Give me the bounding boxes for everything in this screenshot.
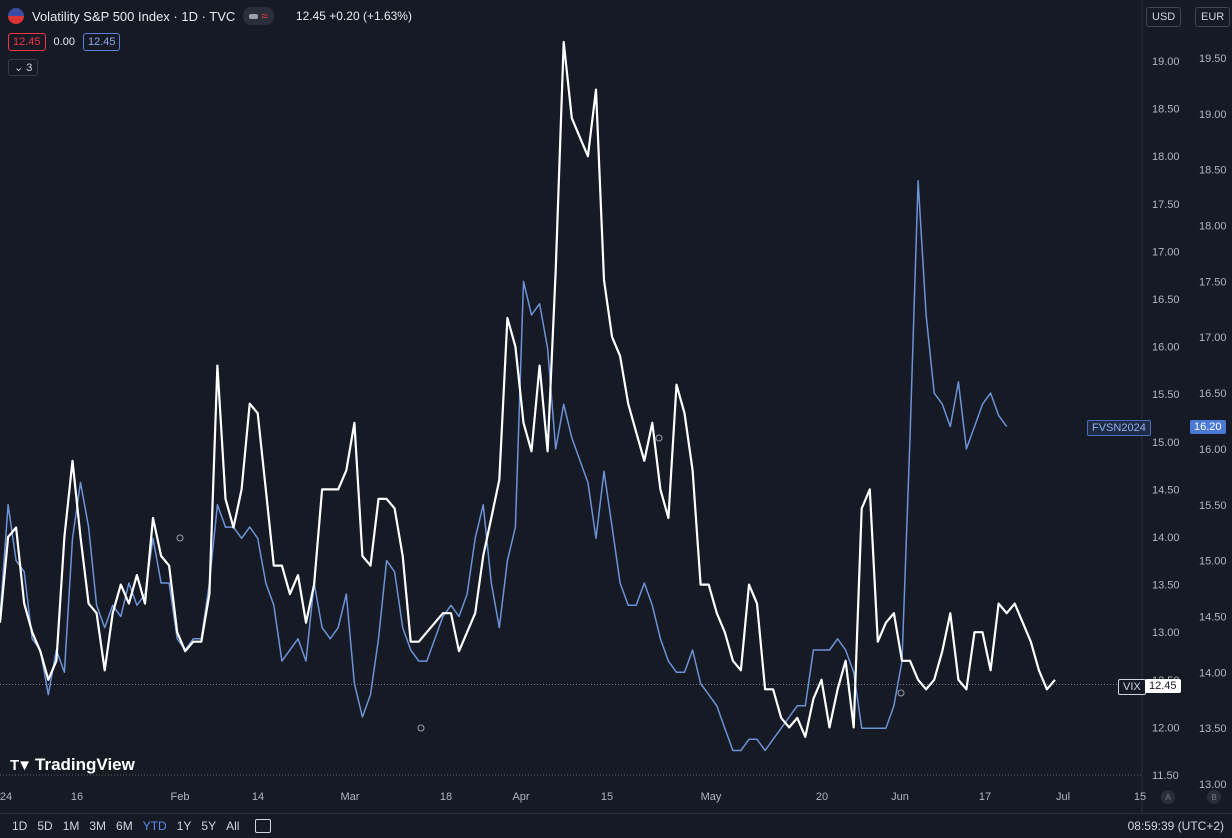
range-button-1d[interactable]: 1D <box>12 819 28 833</box>
wave-icon: ≈ <box>261 9 268 23</box>
x-axis-tick: May <box>701 791 722 803</box>
right-axis-tick: 15.50 <box>1199 500 1227 512</box>
fvsn-price-tag: 16.20 <box>1190 420 1226 434</box>
event-marker <box>655 434 663 442</box>
left-axis-tick: 18.00 <box>1152 151 1180 163</box>
left-axis-tick: 19.00 <box>1152 56 1180 68</box>
left-axis-tick: 14.50 <box>1152 484 1180 496</box>
right-axis-tick: 17.00 <box>1199 332 1227 344</box>
axis-mode-button <box>1161 790 1175 804</box>
left-axis-tick: 16.50 <box>1152 294 1180 306</box>
series-line-vix <box>0 40 1056 738</box>
price-boxes: 12.45 0.00 12.45 <box>8 33 121 51</box>
range-button-5d[interactable]: 5D <box>37 819 53 833</box>
tradingview-logo: T▼ TradingView <box>10 755 135 775</box>
range-buttons: 1D 5D 1M 3M 6M YTD 1Y 5Y All <box>12 819 239 833</box>
vix-price-tag: 12.45 <box>1145 679 1181 693</box>
x-axis-tick: Jun <box>891 791 909 803</box>
indicators-collapse-button[interactable]: ⌄ 3 <box>8 59 39 76</box>
fvsn-series-label: FVSN2024 <box>1087 420 1151 436</box>
currency-eur-button[interactable]: EUR <box>1195 7 1231 27</box>
right-axis-tick: 17.50 <box>1199 276 1227 288</box>
right-axis-tick: 18.50 <box>1199 165 1227 177</box>
tradingview-logo-icon: T▼ <box>10 756 32 774</box>
clock: 08:59:39 (UTC+2) <box>1127 819 1224 833</box>
spread-value: 0.00 <box>53 36 75 48</box>
left-axis-tick: 16.00 <box>1152 342 1180 354</box>
right-axis-tick: 18.00 <box>1199 221 1227 233</box>
left-axis-tick: 14.00 <box>1152 532 1180 544</box>
left-axis-tick: 13.50 <box>1152 580 1180 592</box>
left-axis-tick: 17.00 <box>1152 246 1180 258</box>
event-marker <box>176 534 184 542</box>
right-axis-tick: 16.50 <box>1199 388 1227 400</box>
vix-series-label: VIX <box>1118 679 1146 695</box>
price-quote: 12.45 +0.20 (+1.63%) <box>295 9 412 23</box>
calendar-icon[interactable] <box>255 819 272 833</box>
range-button-ytd[interactable]: YTD <box>142 819 167 833</box>
x-axis-tick: 17 <box>979 791 991 803</box>
right-axis-tick: 13.00 <box>1199 779 1227 791</box>
indicator-pill[interactable]: ≈ <box>243 7 274 25</box>
left-axis-tick: 18.50 <box>1152 104 1180 116</box>
x-axis-tick: Jul <box>1056 791 1070 803</box>
right-axis-tick: 14.50 <box>1199 611 1227 623</box>
right-axis-tick: 19.00 <box>1199 109 1227 121</box>
x-axis-tick: 18 <box>440 791 452 803</box>
range-button-all[interactable]: All <box>226 819 240 833</box>
x-axis-tick: 14 <box>252 791 264 803</box>
range-button-1m[interactable]: 1M <box>62 819 80 833</box>
x-axis-tick: 24 <box>0 791 12 803</box>
right-axis-tick: 14.00 <box>1199 667 1227 679</box>
left-axis-tick: 13.00 <box>1152 627 1180 639</box>
series-line-fvsn2024 <box>0 180 1008 752</box>
x-axis-tick: 15 <box>601 791 613 803</box>
axis-mode-label: A <box>1165 793 1171 802</box>
symbol-title[interactable]: Volatility S&P 500 Index · 1D · TVC <box>32 8 236 24</box>
sell-price[interactable]: 12.45 <box>8 33 46 51</box>
range-button-5y[interactable]: 5Y <box>201 819 217 833</box>
x-axis-tick: Apr <box>512 791 529 803</box>
x-axis-tick: 20 <box>816 791 828 803</box>
event-marker <box>897 689 905 697</box>
collapse-count: 3 <box>26 62 33 74</box>
bottom-toolbar: 1D 5D 1M 3M 6M YTD 1Y 5Y All 08:59:39 (UTC+2) <box>0 813 1232 838</box>
left-axis-tick: 12.00 <box>1152 722 1180 734</box>
event-marker <box>417 724 425 732</box>
dot-icon <box>249 13 259 19</box>
range-button-1y[interactable]: 1Y <box>176 819 192 833</box>
axis-mode-button <box>1207 790 1221 804</box>
chevron-down-icon: ⌄ <box>14 62 24 74</box>
x-axis-tick: Mar <box>341 791 360 803</box>
chart-header: Volatility S&P 500 Index · 1D · TVC ≈ 12… <box>8 7 412 25</box>
left-axis-tick: 17.50 <box>1152 199 1180 211</box>
right-axis-tick: 15.00 <box>1199 556 1227 568</box>
left-axis-tick: 11.50 <box>1152 770 1179 782</box>
us-flag-icon <box>8 8 24 24</box>
right-axis-tick: 16.00 <box>1199 444 1227 456</box>
range-button-6m[interactable]: 6M <box>116 819 133 833</box>
range-button-3m[interactable]: 3M <box>89 819 107 833</box>
logo-text: TradingView <box>35 755 135 774</box>
x-axis-tick: 16 <box>71 791 83 803</box>
currency-usd-button[interactable]: USD <box>1146 7 1182 27</box>
left-axis-tick: 15.00 <box>1152 437 1180 449</box>
right-axis-tick: 19.50 <box>1199 53 1227 65</box>
left-axis-tick: 15.50 <box>1152 389 1180 401</box>
x-axis-tick: 15 <box>1134 791 1146 803</box>
right-axis-tick: 13.50 <box>1199 723 1227 735</box>
x-axis-tick: Feb <box>171 791 190 803</box>
buy-price[interactable]: 12.45 <box>82 33 121 51</box>
axis-mode-label: B <box>1211 793 1216 802</box>
